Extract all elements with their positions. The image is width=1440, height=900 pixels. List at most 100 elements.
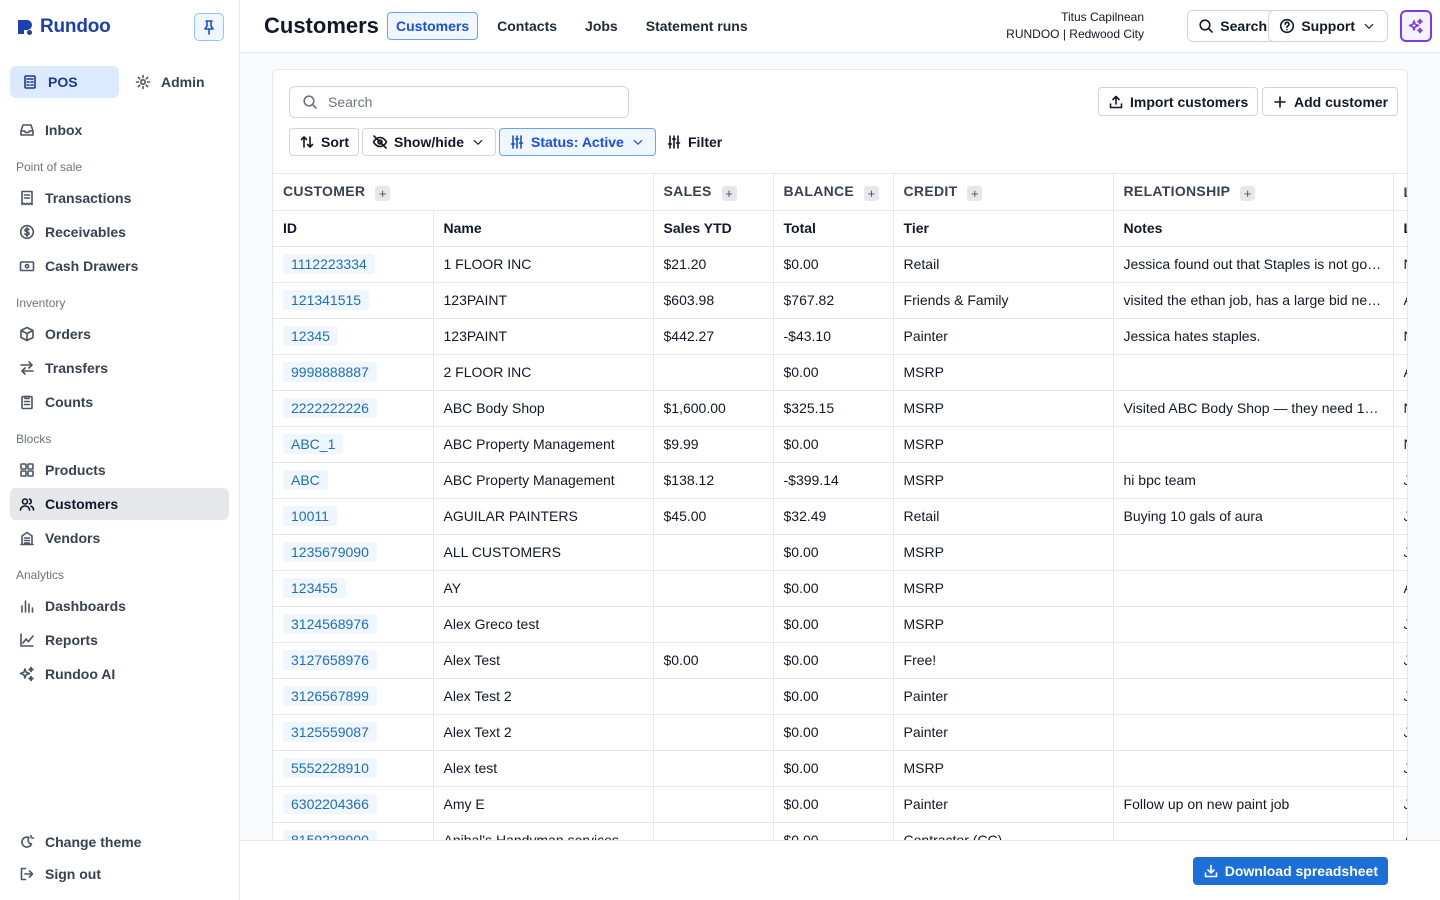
sidebar-item-cash-drawers[interactable]: Cash Drawers — [10, 250, 229, 282]
sidebar-item-reports[interactable]: Reports — [10, 624, 229, 656]
column-header-id[interactable]: ID — [273, 210, 434, 247]
customers-card: Import customers Add customer Sort Show/… — [272, 69, 1408, 869]
customer-id-link[interactable]: ABC — [283, 470, 328, 490]
add-column-plus-icon[interactable]: + — [864, 185, 880, 201]
change-theme-button[interactable]: Change theme — [10, 826, 229, 858]
mode-admin-label: Admin — [161, 74, 205, 90]
download-spreadsheet-button[interactable]: Download spreadsheet — [1192, 857, 1388, 885]
mode-pos-button[interactable]: POS — [10, 66, 119, 98]
sidebar-item-rundoo-ai[interactable]: Rundoo AI — [10, 658, 229, 690]
add-column-plus-icon[interactable]: + — [375, 185, 391, 201]
tab-jobs[interactable]: Jobs — [585, 18, 618, 34]
sidebar-item-vendors[interactable]: Vendors — [10, 522, 229, 554]
cell-id: 3125559087 — [273, 714, 434, 751]
customer-id-link[interactable]: ABC_1 — [283, 434, 344, 454]
show-hide-columns-button[interactable]: Show/hide — [362, 128, 496, 156]
pin-sidebar-button[interactable] — [194, 13, 224, 41]
user-name: Titus Capilnean — [1061, 10, 1144, 24]
table-row[interactable]: 1112223334 1 FLOOR INC $21.20 $0.00 Retail Je… — [273, 246, 1407, 283]
add-column-plus-icon[interactable]: + — [967, 185, 983, 201]
support-menu-button[interactable]: Support — [1268, 10, 1388, 42]
cell-notes: hi bpc team — [1113, 462, 1394, 499]
column-header-notes[interactable]: Notes — [1113, 210, 1394, 247]
column-header-name[interactable]: Name — [433, 210, 654, 247]
table-row[interactable]: 121341515 123PAINT $603.98 $767.82 Friends &… — [273, 282, 1407, 319]
customer-id-link[interactable]: 3125559087 — [283, 722, 377, 742]
customer-id-link[interactable]: 9998888887 — [283, 362, 377, 382]
tab-contacts[interactable]: Contacts — [497, 18, 558, 34]
cell-id: 3124568976 — [273, 606, 434, 643]
user-info[interactable]: Titus Capilnean RUNDOO | Redwood City — [1006, 9, 1144, 43]
import-customers-button[interactable]: Import customers — [1098, 87, 1259, 116]
sidebar-item-dashboards[interactable]: Dashboards — [10, 590, 229, 622]
sidebar-item-customers[interactable]: Customers — [10, 488, 229, 520]
customer-search-box[interactable] — [289, 86, 629, 118]
logo[interactable]: Rundoo — [16, 16, 111, 38]
table-row[interactable]: 12345 123PAINT $442.27 -$43.10 Painter Jessic… — [273, 318, 1407, 355]
customer-id-link[interactable]: 121341515 — [283, 290, 370, 310]
tab-statement-runs[interactable]: Statement runs — [645, 18, 748, 34]
customer-id-link[interactable]: 2222222226 — [283, 398, 377, 418]
tab-customers[interactable]: Customers — [387, 12, 479, 40]
customer-id-link[interactable]: 3126567899 — [283, 686, 377, 706]
cell-tier: MSRP — [893, 354, 1114, 391]
table-row[interactable]: 10011 AGUILAR PAINTERS $45.00 $32.49 Retail B… — [273, 498, 1407, 535]
customer-id-link[interactable]: 6302204366 — [283, 794, 377, 814]
cell-tier: MSRP — [893, 390, 1114, 427]
group-header-label: CUSTOMER — [283, 182, 366, 199]
table-row[interactable]: ABC ABC Property Management $138.12 -$399.1… — [273, 462, 1407, 499]
register-icon — [24, 75, 36, 89]
pin-icon — [204, 20, 214, 35]
sidebar-item-transfers[interactable]: Transfers — [10, 352, 229, 384]
sidebar-item-inbox[interactable]: Inbox — [10, 114, 229, 146]
cell-id: 12345 — [273, 318, 434, 355]
sidebar-item-counts[interactable]: Counts — [10, 386, 229, 418]
customer-search-input[interactable] — [328, 94, 608, 110]
customer-id-link[interactable]: 3127658976 — [283, 650, 377, 670]
filter-button[interactable]: Filter — [656, 128, 733, 156]
sidebar-item-receivables[interactable]: Receivables — [10, 216, 229, 248]
table-row[interactable]: ABC_1 ABC Property Management $9.99 $0.00 MS… — [273, 426, 1407, 463]
global-search-button[interactable]: Search — [1187, 10, 1278, 42]
sign-out-button[interactable]: Sign out — [10, 858, 229, 890]
group-header-sales: SALES + — [653, 174, 774, 211]
top-header: Customers Customers Contacts Jobs Statem… — [240, 0, 1440, 53]
sidebar-item-transactions[interactable]: Transactions — [10, 182, 229, 214]
table-row[interactable]: 6302204366 Amy E $0.00 Painter Follow up on … — [273, 786, 1407, 823]
customer-id-link[interactable]: 3124568976 — [283, 614, 377, 634]
add-column-plus-icon[interactable]: + — [721, 185, 737, 201]
cell-id: 121341515 — [273, 282, 434, 319]
column-header-tier[interactable]: Tier — [893, 210, 1114, 247]
customer-id-link[interactable]: 12345 — [283, 326, 338, 346]
status-filter-button[interactable]: Status: Active — [499, 128, 656, 156]
column-header-truncated[interactable]: L — [1393, 210, 1407, 247]
cell-truncated: J — [1393, 534, 1407, 571]
sidebar-item-products[interactable]: Products — [10, 454, 229, 486]
customer-id-link[interactable]: 5552228910 — [283, 758, 377, 778]
sort-button[interactable]: Sort — [289, 128, 359, 156]
customer-id-link[interactable]: 123455 — [283, 578, 346, 598]
customers-table-wrapper[interactable]: CUSTOMER + SALES + BALANCE + CREDIT + RELATI… — [273, 173, 1407, 868]
mode-admin-button[interactable]: Admin — [123, 66, 223, 98]
column-header-balance-total[interactable]: Total — [773, 210, 894, 247]
cell-balance-total: -$399.14 — [773, 462, 894, 499]
add-column-plus-icon[interactable]: + — [1240, 185, 1256, 201]
rundoo-ai-button[interactable] — [1400, 10, 1432, 42]
table-row[interactable]: 2222222226 ABC Body Shop $1,600.00 $325.15 M… — [273, 390, 1407, 427]
customer-id-link[interactable]: 1235679090 — [283, 542, 377, 562]
column-header-sales-ytd[interactable]: Sales YTD — [653, 210, 774, 247]
sparkles-icon — [1408, 18, 1423, 34]
cash-drawer-icon — [19, 261, 35, 272]
sidebar-item-orders[interactable]: Orders — [10, 318, 229, 350]
customer-id-link[interactable]: 1112223334 — [283, 254, 375, 274]
add-customer-button[interactable]: Add customer — [1262, 87, 1399, 116]
customer-id-link[interactable]: 10011 — [283, 506, 337, 526]
